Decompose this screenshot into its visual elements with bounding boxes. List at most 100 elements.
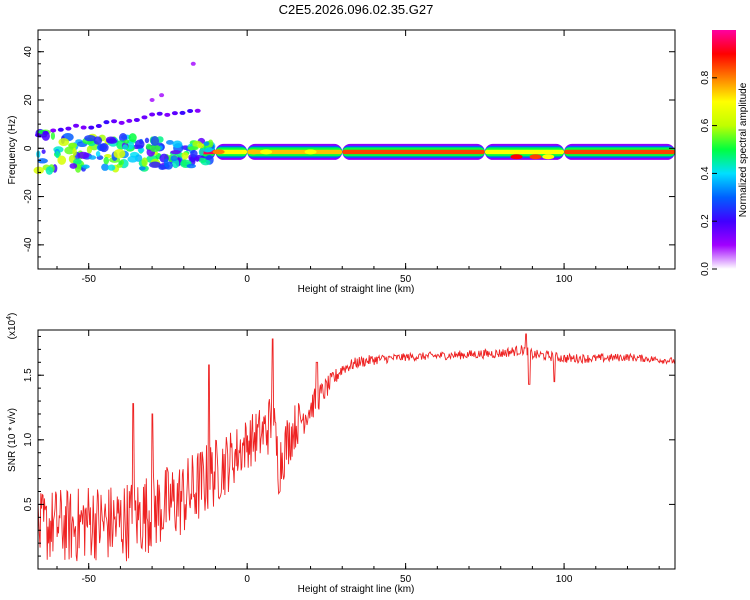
spectrogram-border (37, 29, 676, 270)
spec-xtick-label-1: 0 (244, 274, 250, 285)
streak-blob-13 (133, 117, 140, 122)
scatter-blob-85 (127, 155, 138, 163)
scatter-blob-136 (198, 157, 207, 163)
scatter-blob-63 (33, 166, 44, 175)
band-segment-5-layer-3 (564, 149, 675, 155)
band-blob-1 (212, 149, 225, 155)
colorbar-ticks: 0.0 0.2 0.4 0.6 0.8 (700, 70, 717, 276)
spec-xtick-label-2: 50 (400, 274, 412, 285)
scatter-blob-127 (107, 164, 116, 171)
scatter-blob-118 (113, 149, 126, 159)
snr-xtick-label-1: 0 (244, 574, 250, 585)
streak-blob-2 (50, 128, 57, 133)
scatter-blob-109 (141, 157, 148, 167)
snr-multiplier-label: (x104) (6, 313, 18, 340)
streak-blob-12 (126, 118, 133, 123)
scatter-blob-167 (69, 163, 78, 169)
scatter-blob-146 (86, 145, 93, 154)
scatter-blob-100 (138, 166, 146, 171)
band-blob-3 (260, 149, 273, 155)
scatter-blob-54 (144, 137, 150, 144)
streak-blob-17 (164, 112, 171, 117)
scatter-blob-124 (205, 147, 213, 153)
scatter-blob-53 (95, 150, 101, 157)
snr-multiplier-close: ) (7, 313, 18, 316)
band-blob-5 (510, 154, 523, 160)
snr-xtick-label-3: 100 (556, 574, 573, 585)
streak-blob-3 (57, 127, 64, 132)
scatter-blob-105 (37, 158, 48, 164)
streak-blob-21 (194, 108, 201, 113)
scatter-blob-144 (122, 144, 128, 150)
spectrogram-axes: -50 0 50 100 -40 -20 0 20 40 (23, 30, 675, 285)
scatter-blob-156 (118, 161, 123, 166)
spectrogram-y-axis-label: Frequency (Hz) (7, 116, 18, 185)
spectrogram-panel: -50 0 50 100 -40 -20 0 20 40 Height of straight … (7, 29, 676, 295)
snr-border (37, 329, 676, 570)
scatter-blob-96 (172, 140, 183, 148)
faint-dot-0 (149, 98, 155, 103)
scatter-blob-29 (128, 133, 137, 143)
streak-blob-6 (80, 125, 87, 130)
scatter-blob-166 (99, 142, 109, 153)
spec-ytick-label-4: 40 (23, 46, 34, 58)
spectrogram-x-axis-label: Height of straight line (km) (298, 284, 415, 295)
band-blob-6 (529, 154, 542, 160)
scatter-blob-160 (195, 156, 200, 162)
colorbar: 0.0 0.2 0.4 0.6 0.8 Normalized spectral ampl… (700, 30, 749, 276)
snr-ytick-label-0: 0.5 (23, 497, 34, 511)
streak-blob-7 (88, 125, 95, 130)
band-segment-3-layer-3 (342, 149, 485, 155)
streak-blob-16 (156, 111, 163, 116)
scatter-blob-165 (103, 156, 110, 165)
scatter-blob-47 (50, 131, 55, 140)
streak-blob-5 (73, 123, 80, 128)
spectrogram-marks (33, 61, 675, 175)
colorbar-tick-label-2: 0.4 (700, 166, 711, 180)
scatter-blob-149 (186, 163, 196, 169)
colorbar-tick-label-3: 0.6 (700, 118, 711, 132)
figure-title: C2E5.2026.096.02.35.G27 (279, 2, 434, 17)
band-blob-7 (542, 154, 555, 160)
scatter-blob-155 (41, 149, 46, 154)
scatter-blob-150 (134, 139, 145, 149)
streak-blob-19 (179, 110, 186, 115)
streak-blob-1 (42, 130, 49, 135)
colorbar-gradient (712, 30, 736, 269)
snr-multiplier-base: (x10 (7, 319, 18, 339)
scatter-blob-153 (93, 136, 103, 145)
streak-blob-9 (103, 120, 110, 125)
snr-axes: -50 0 50 100 0.5 1.0 1.5 (23, 330, 675, 585)
scatter-blob-162 (181, 152, 189, 160)
scatter-blob-84 (166, 140, 174, 145)
scatter-blob-168 (197, 143, 205, 149)
scatter-blob-106 (64, 146, 75, 155)
scatter-blob-98 (101, 163, 109, 171)
streak-blob-18 (171, 111, 178, 116)
colorbar-tick-label-4: 0.8 (700, 70, 711, 84)
scatter-blob-154 (149, 144, 161, 152)
scatter-blob-147 (198, 148, 204, 156)
scatter-blob-128 (72, 147, 77, 157)
scatter-blob-139 (187, 146, 199, 151)
snr-plot-area (38, 330, 675, 569)
spec-ytick-label-3: 20 (23, 94, 34, 106)
streak-blob-8 (95, 123, 102, 128)
scatter-blob-163 (81, 164, 90, 169)
streak-blob-15 (149, 112, 156, 117)
snr-panel: -50 0 50 100 0.5 1.0 1.5 Height of straight li… (6, 313, 676, 595)
scatter-blob-131 (106, 138, 118, 144)
band-blob-4 (304, 149, 317, 155)
scatter-blob-130 (170, 155, 178, 162)
scatter-blob-169 (58, 138, 70, 146)
streak-blob-10 (111, 119, 118, 124)
band-segment-4-layer-3 (484, 149, 565, 155)
snr-marks (37, 333, 676, 562)
scatter-blob-78 (88, 155, 97, 160)
scatter-blob-113 (73, 158, 82, 165)
faint-dot-2 (190, 61, 196, 66)
band-blob-2 (247, 149, 260, 155)
scatter-blob-67 (149, 161, 161, 168)
streak-blob-4 (65, 126, 72, 131)
scatter-blob-151 (55, 150, 60, 159)
